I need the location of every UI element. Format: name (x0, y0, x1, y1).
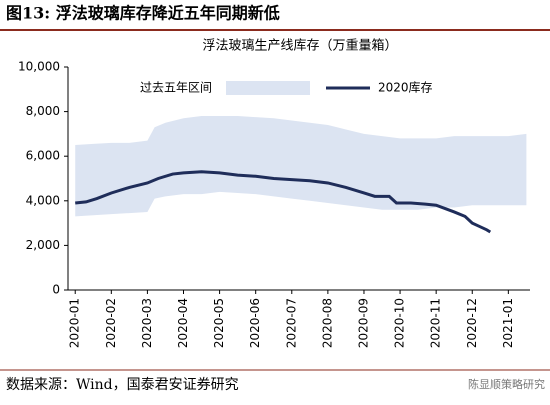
y-tick-label: 10,000 (18, 60, 60, 74)
x-tick-label: 2020-06 (248, 298, 262, 348)
x-tick-label: 2020-04 (176, 298, 190, 348)
x-tick-label: 2020-03 (140, 298, 154, 348)
legend-swatch (226, 81, 310, 95)
range-band (75, 116, 527, 217)
chart-title: 浮法玻璃生产线库存（万重量箱） (202, 38, 397, 54)
x-tick-label: 2020-12 (465, 298, 479, 348)
header-title: 图13: 浮法玻璃库存降近五年同期新低 (6, 4, 280, 23)
legend-label: 2020库存 (378, 80, 433, 95)
x-tick-label: 2021-01 (501, 298, 515, 348)
x-tick-label: 2020-05 (212, 298, 226, 348)
x-tick-label: 2020-07 (284, 298, 298, 348)
x-tick-label: 2020-10 (393, 298, 407, 348)
x-tick-label: 2020-09 (356, 298, 370, 348)
source: 数据来源：Wind，国泰君安证券研究 (6, 377, 239, 393)
y-tick-label: 4,000 (26, 193, 60, 207)
watermark: 陈显顺策略研究 (468, 377, 545, 391)
series-line (75, 170, 492, 234)
y-tick-label: 6,000 (26, 149, 60, 163)
x-tick-label: 2020-02 (104, 298, 118, 348)
legend-label: 过去五年区间 (140, 81, 212, 95)
y-tick-label: 0 (52, 283, 60, 297)
y-tick-label: 2,000 (26, 238, 60, 252)
x-tick-label: 2020-08 (320, 298, 334, 348)
x-tick-label: 2020-11 (429, 298, 443, 348)
y-tick-label: 8,000 (26, 104, 60, 118)
x-tick-label: 2020-01 (68, 298, 82, 348)
